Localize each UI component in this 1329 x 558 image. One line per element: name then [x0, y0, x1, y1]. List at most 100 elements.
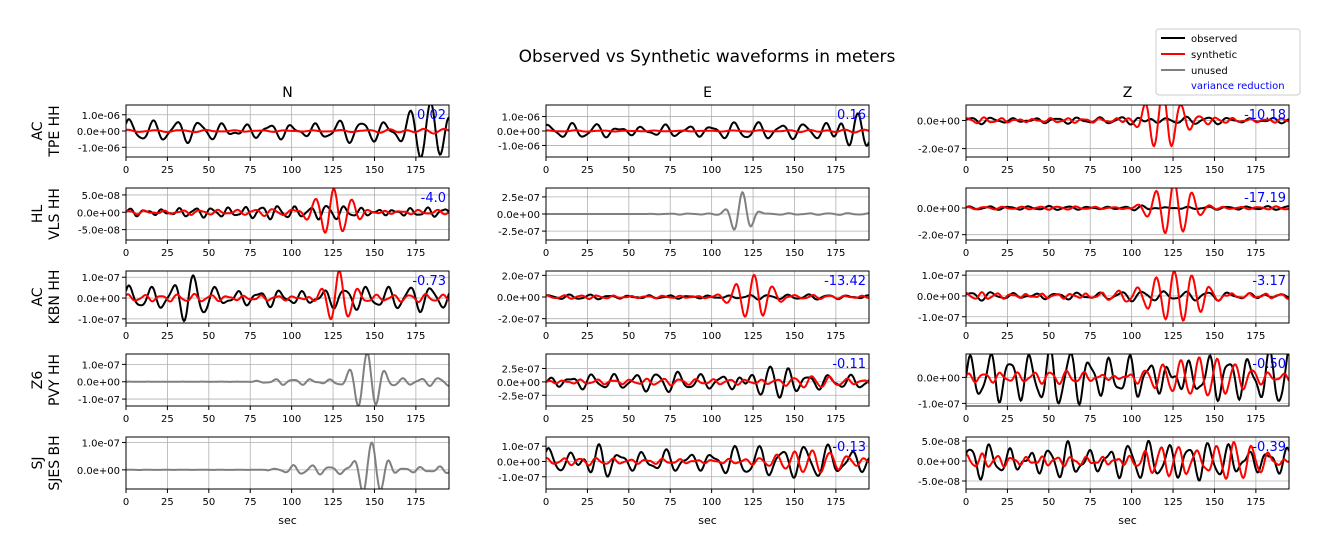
x-tick-label: 175 [1246, 331, 1265, 342]
row-network: SJ [30, 456, 46, 469]
x-tick-label: 50 [622, 165, 635, 176]
x-tick-label: 100 [1122, 248, 1141, 259]
x-tick-label: 175 [406, 331, 425, 342]
x-tick-label: 100 [282, 414, 301, 425]
panel-3-z: 0 25 50 75 100 125 150 175 -1.0e-07 0.0e+00 -0.50 [917, 353, 1290, 425]
x-tick-label: 25 [581, 414, 594, 425]
x-tick-label: 0 [963, 497, 969, 508]
x-tick-label: 150 [785, 248, 804, 259]
x-tick-label: 100 [702, 497, 721, 508]
x-tick-label: 175 [406, 165, 425, 176]
panel-0-n: 0 25 50 75 100 125 150 175 -1.0e-06 0.0e+00 1.0e-0… [77, 104, 450, 176]
variance-reduction-label: -17.19 [1244, 191, 1286, 206]
unused-trace [126, 441, 449, 489]
x-tick-label: 0 [963, 165, 969, 176]
x-tick-label: 75 [244, 331, 257, 342]
x-tick-label: 150 [365, 414, 384, 425]
x-tick-label: 75 [244, 165, 257, 176]
y-tick-label: 0.0e+00 [77, 294, 120, 305]
y-tick-label: -2.5e-07 [498, 391, 540, 402]
panels: 0 25 50 75 100 125 150 175 -1.0e-06 0.0e+00 1.0e-0… [77, 104, 1290, 527]
x-tick-label: 25 [1001, 165, 1014, 176]
y-tick-label: 1.0e-07 [502, 442, 540, 453]
row-station: VLS HH [47, 188, 63, 240]
variance-reduction-label: -13.42 [824, 274, 866, 289]
x-tick-label: 25 [1001, 497, 1014, 508]
x-tick-label: 100 [1122, 497, 1141, 508]
x-tick-label: 50 [202, 414, 215, 425]
x-tick-label: 125 [324, 497, 343, 508]
x-tick-label: 100 [1122, 331, 1141, 342]
x-tick-label: 100 [1122, 165, 1141, 176]
panel-1-z: 0 25 50 75 100 125 150 175 -2.0e-07 0.0e+00 -17.19 [917, 187, 1290, 259]
legend-label-unused: unused [1191, 66, 1228, 77]
x-tick-label: 25 [161, 497, 174, 508]
synthetic-trace [126, 271, 449, 321]
x-tick-label: 175 [1246, 248, 1265, 259]
x-tick-label: 25 [161, 331, 174, 342]
x-tick-label: 150 [365, 331, 384, 342]
unused-trace [546, 190, 869, 231]
y-tick-label: -1.0e-06 [498, 141, 540, 152]
row-station: SJES BH [47, 435, 63, 490]
x-tick-label: 125 [744, 331, 763, 342]
y-tick-label: 0.0e+00 [77, 208, 120, 219]
synthetic-trace [126, 188, 449, 234]
x-tick-label: 75 [664, 248, 677, 259]
y-tick-label: 2.5e-07 [502, 193, 540, 204]
synthetic-trace [966, 105, 1289, 148]
panel-frame [965, 270, 1290, 324]
x-tick-label: 25 [161, 414, 174, 425]
panel-2-z: 0 25 50 75 100 125 150 175 -1.0e-07 0.0e+00 1.0e-0… [917, 270, 1290, 342]
x-tick-label: 150 [785, 414, 804, 425]
synthetic-trace [546, 375, 869, 389]
x-tick-label: 75 [244, 248, 257, 259]
variance-reduction-label: -0.73 [412, 274, 446, 289]
y-tick-label: 5.0e-08 [82, 191, 120, 202]
synthetic-trace [546, 128, 869, 134]
y-tick-label: 0.0e+00 [77, 127, 120, 138]
synthetic-trace [966, 271, 1289, 322]
x-tick-label: 75 [1084, 248, 1097, 259]
x-tick-label: 125 [1164, 414, 1183, 425]
x-tick-label: 75 [664, 497, 677, 508]
x-tick-label: 25 [581, 165, 594, 176]
y-tick-label: 0.0e+00 [497, 210, 540, 221]
column-title-z: Z [1123, 85, 1133, 101]
x-tick-label: 175 [826, 165, 845, 176]
x-axis-label: sec [698, 514, 717, 527]
variance-reduction-label: -0.11 [832, 357, 866, 372]
row-label-2: AC KBN HH [30, 270, 63, 325]
column-title-e: E [703, 85, 712, 101]
x-tick-label: 125 [1164, 331, 1183, 342]
panel-0-z: 0 25 50 75 100 125 150 175 -2.0e-07 0.0e+00 -10.18 [917, 104, 1290, 176]
x-tick-label: 175 [826, 414, 845, 425]
x-tick-label: 50 [1042, 497, 1055, 508]
x-tick-label: 150 [785, 165, 804, 176]
x-tick-label: 150 [365, 248, 384, 259]
x-tick-label: 125 [324, 414, 343, 425]
panel-4-e: 0 25 50 75 100 125 150 175 -1.0e-07 0.0e+00 1.0e-0… [497, 436, 870, 527]
synthetic-trace [126, 127, 449, 135]
y-tick-label: 0.0e+00 [497, 127, 540, 138]
observed-trace [966, 439, 1289, 482]
x-tick-label: 50 [202, 165, 215, 176]
x-tick-label: 100 [1122, 414, 1141, 425]
variance-reduction-label: 0.02 [417, 108, 446, 123]
panel-frame [965, 187, 1290, 241]
x-tick-label: 175 [826, 331, 845, 342]
x-tick-label: 50 [202, 248, 215, 259]
row-station: KBN HH [47, 270, 63, 325]
x-tick-label: 125 [744, 248, 763, 259]
x-tick-label: 75 [1084, 497, 1097, 508]
x-tick-label: 175 [406, 414, 425, 425]
panel-4-n: 0 25 50 75 100 125 150 175 0.0e+00 1.0e-07 sec [77, 436, 450, 527]
x-tick-label: 100 [282, 331, 301, 342]
x-tick-label: 50 [1042, 165, 1055, 176]
panel-frame [125, 436, 450, 490]
x-tick-label: 25 [161, 248, 174, 259]
x-tick-label: 125 [1164, 165, 1183, 176]
synthetic-trace [966, 188, 1289, 234]
x-tick-label: 0 [963, 248, 969, 259]
x-axis-label: sec [1118, 514, 1137, 527]
